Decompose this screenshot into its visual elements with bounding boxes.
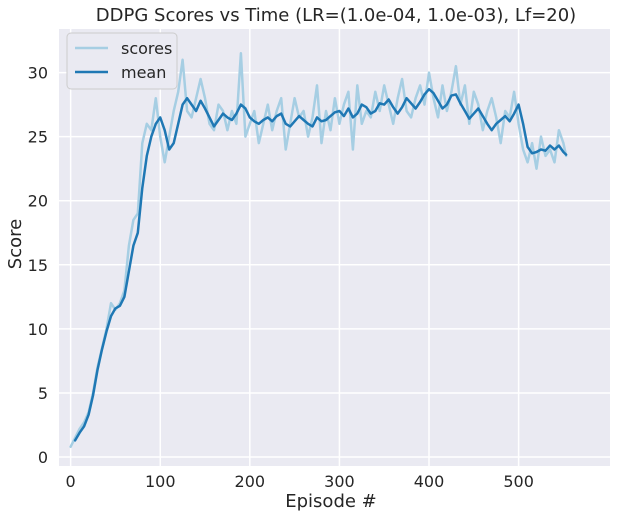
- x-tick-label: 100: [145, 472, 176, 491]
- x-tick-labels: 0 100 200 300 400 500: [66, 472, 534, 491]
- y-tick-label: 15: [28, 256, 48, 275]
- y-tick-labels: 0 5 10 15 20 25 30: [28, 64, 48, 467]
- y-tick-label: 10: [28, 320, 48, 339]
- series-line-mean: [73, 87, 568, 442]
- legend: scores mean: [66, 32, 178, 90]
- x-tick-label: 500: [503, 472, 534, 491]
- x-tick-label: 200: [235, 472, 266, 491]
- x-tick-label: 300: [324, 472, 355, 491]
- chart-title: DDPG Scores vs Time (LR=(1.0e-04, 1.0e-0…: [96, 5, 576, 26]
- series-layer: [69, 52, 568, 449]
- y-tick-label: 30: [28, 64, 48, 83]
- x-tick-label: 0: [66, 472, 76, 491]
- y-tick-label: 20: [28, 192, 48, 211]
- legend-scores-label: scores: [121, 39, 172, 58]
- y-tick-label: 25: [28, 128, 48, 147]
- x-gridlines: [69, 29, 520, 466]
- y-tick-label: 0: [38, 448, 48, 467]
- y-tick-label: 5: [38, 384, 48, 403]
- x-tick-label: 400: [414, 472, 445, 491]
- plot-area: [59, 29, 610, 466]
- x-axis-label: Episode #: [285, 491, 377, 512]
- y-axis-label: Score: [5, 219, 26, 269]
- legend-mean-label: mean: [121, 63, 166, 82]
